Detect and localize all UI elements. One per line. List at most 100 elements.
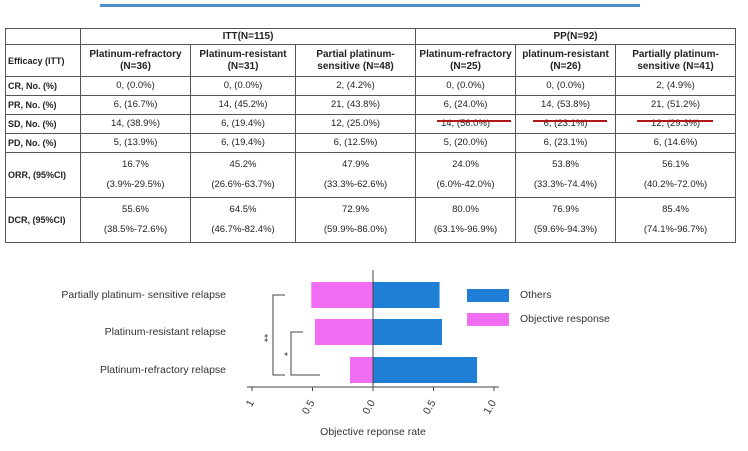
legend-label: Objective response xyxy=(520,313,610,325)
cell-text: 2, (4.2%) xyxy=(336,80,375,91)
bar xyxy=(373,282,440,308)
cell-text: 6, (23.1%) xyxy=(543,118,588,129)
cell-text: 6, (23.1%) xyxy=(543,137,588,148)
cell-line: (40.2%-72.0%) xyxy=(643,179,708,190)
column-header: platinum-resistant (N=26) xyxy=(515,44,617,77)
column-header: Partial platinum-sensitive (N=48) xyxy=(294,44,417,77)
column-header-text: Partially platinum-sensitive (N=41) xyxy=(632,48,719,72)
annotation: ** xyxy=(258,334,270,342)
bar xyxy=(311,282,373,308)
cell-line: (59.9%-86.0%) xyxy=(323,224,388,235)
data-cell: 64.5% (46.7%-82.4%) xyxy=(190,197,296,243)
cell-line: 72.9% xyxy=(342,204,369,215)
underline xyxy=(533,120,607,122)
cell-text: 2, (4.9%) xyxy=(656,80,695,91)
column-header: Efficacy (ITT) xyxy=(5,44,81,77)
bracket xyxy=(290,331,320,376)
category-label: Partially platinum- sensitive relapse xyxy=(61,289,226,301)
row-label-text: ORR, (95%CI) xyxy=(8,170,67,180)
bar xyxy=(314,319,373,345)
group-header-text: PP(N=92) xyxy=(553,30,598,42)
annotation: * xyxy=(278,352,290,356)
category-label: Platinum-resistant relapse xyxy=(105,326,227,338)
underline xyxy=(637,120,713,122)
data-cell: 47.9% (33.3%-62.6%) xyxy=(294,152,417,198)
cell-line: (3.9%-29.5%) xyxy=(106,179,165,190)
cell-text: 0, (0.0%) xyxy=(116,80,155,91)
bar xyxy=(373,357,478,383)
row-label-text: PD, No. (%) xyxy=(8,138,57,148)
row-label-text: CR, No. (%) xyxy=(8,81,57,91)
column-header: Platinum-refractory (N=36) xyxy=(80,44,191,77)
x-tick-label: 1 xyxy=(244,398,257,409)
cell-text: 6, (12.5%) xyxy=(333,137,378,148)
bracket xyxy=(272,294,285,376)
cell-line: 80.0% xyxy=(452,204,479,215)
x-tick-label: 0.5 xyxy=(421,398,439,417)
column-header-text: Partial platinum-sensitive (N=48) xyxy=(316,48,395,72)
legend-label: Others xyxy=(520,289,552,301)
cell-line: 76.9% xyxy=(552,204,579,215)
underline xyxy=(437,120,511,122)
efficacy-table: ITT(N=115) PP(N=92) Efficacy (ITT) Platinum… xyxy=(5,28,737,243)
cell-line: 64.5% xyxy=(229,204,257,215)
cell-text: 5, (13.9%) xyxy=(113,137,158,148)
cell-text: 6, (24.0%) xyxy=(443,99,488,110)
data-cell: 76.9% (59.6%-94.3%) xyxy=(515,197,617,243)
column-header-text: platinum-resistant (N=26) xyxy=(522,48,609,72)
column-header-text: Efficacy (ITT) xyxy=(8,55,65,66)
cell-line: 45.2% xyxy=(229,159,257,170)
cell-text: 14, (56.0%) xyxy=(440,118,491,129)
cell-line: 16.7% xyxy=(122,159,149,170)
cell-text: 6, (19.4%) xyxy=(221,118,265,129)
cell-text: 0, (0.0%) xyxy=(223,80,263,91)
cell-text: 6, (16.7%) xyxy=(113,99,158,110)
row-label: DCR, (95%CI) xyxy=(5,197,81,243)
cell-text: 14, (53.8%) xyxy=(540,99,591,110)
cell-line: 47.9% xyxy=(342,159,369,170)
cell-line: 56.1% xyxy=(662,159,689,170)
cell-text: 21, (43.8%) xyxy=(330,99,381,110)
cell-text: 21, (51.2%) xyxy=(650,99,701,110)
cell-line: 24.0% xyxy=(452,159,479,170)
cell-line: 85.4% xyxy=(662,204,689,215)
column-header-text: Platinum-refractory (N=25) xyxy=(419,48,512,72)
cell-line: (33.3%-74.4%) xyxy=(533,179,598,190)
column-header-text: Platinum-resistant (N=31) xyxy=(199,48,287,72)
cell-line: (33.3%-62.6%) xyxy=(323,179,388,190)
cell-text: 12, (25.0%) xyxy=(330,118,381,129)
cell-line: (38.5%-72.6%) xyxy=(103,224,168,235)
top-rule xyxy=(100,4,640,7)
legend-swatch xyxy=(467,313,509,326)
x-tick-label: 0.5 xyxy=(300,398,318,417)
cell-text: 0, (0.0%) xyxy=(446,80,485,91)
cell-line: 53.8% xyxy=(552,159,579,170)
cell-text: 0, (0.0%) xyxy=(546,80,585,91)
cell-line: (59.6%-94.3%) xyxy=(533,224,598,235)
column-header: Platinum-resistant (N=31) xyxy=(190,44,296,77)
group-header-text: ITT(N=115) xyxy=(222,30,274,42)
cell-text: 12, (29.3%) xyxy=(650,118,701,129)
cell-line: (74.1%-96.7%) xyxy=(643,224,708,235)
bar xyxy=(350,357,373,383)
column-header: Partially platinum-sensitive (N=41) xyxy=(615,44,737,77)
cell-line: (46.7%-82.4%) xyxy=(211,224,275,235)
cell-text: 6, (19.4%) xyxy=(221,137,265,148)
row-label-text: DCR, (95%CI) xyxy=(8,215,66,225)
data-cell: 80.0% (63.1%-96.9%) xyxy=(415,197,517,243)
category-label: Platinum-refractory relapse xyxy=(100,364,226,376)
cell-line: (63.1%-96.9%) xyxy=(433,224,498,235)
cell-text: 14, (45.2%) xyxy=(218,99,268,110)
cell-line: 55.6% xyxy=(122,204,149,215)
data-cell: 72.9% (59.9%-86.0%) xyxy=(294,197,417,243)
cell-line: (26.6%-63.7%) xyxy=(211,179,275,190)
row-label-text: SD, No. (%) xyxy=(8,119,57,129)
bar xyxy=(373,319,442,345)
cell-text: 14, (38.9%) xyxy=(110,118,161,129)
legend-swatch xyxy=(467,289,509,302)
column-header-text: Platinum-refractory (N=36) xyxy=(89,48,182,72)
data-cell: 85.4% (74.1%-96.7%) xyxy=(615,197,737,243)
x-tick-label: 0.0 xyxy=(360,398,378,417)
